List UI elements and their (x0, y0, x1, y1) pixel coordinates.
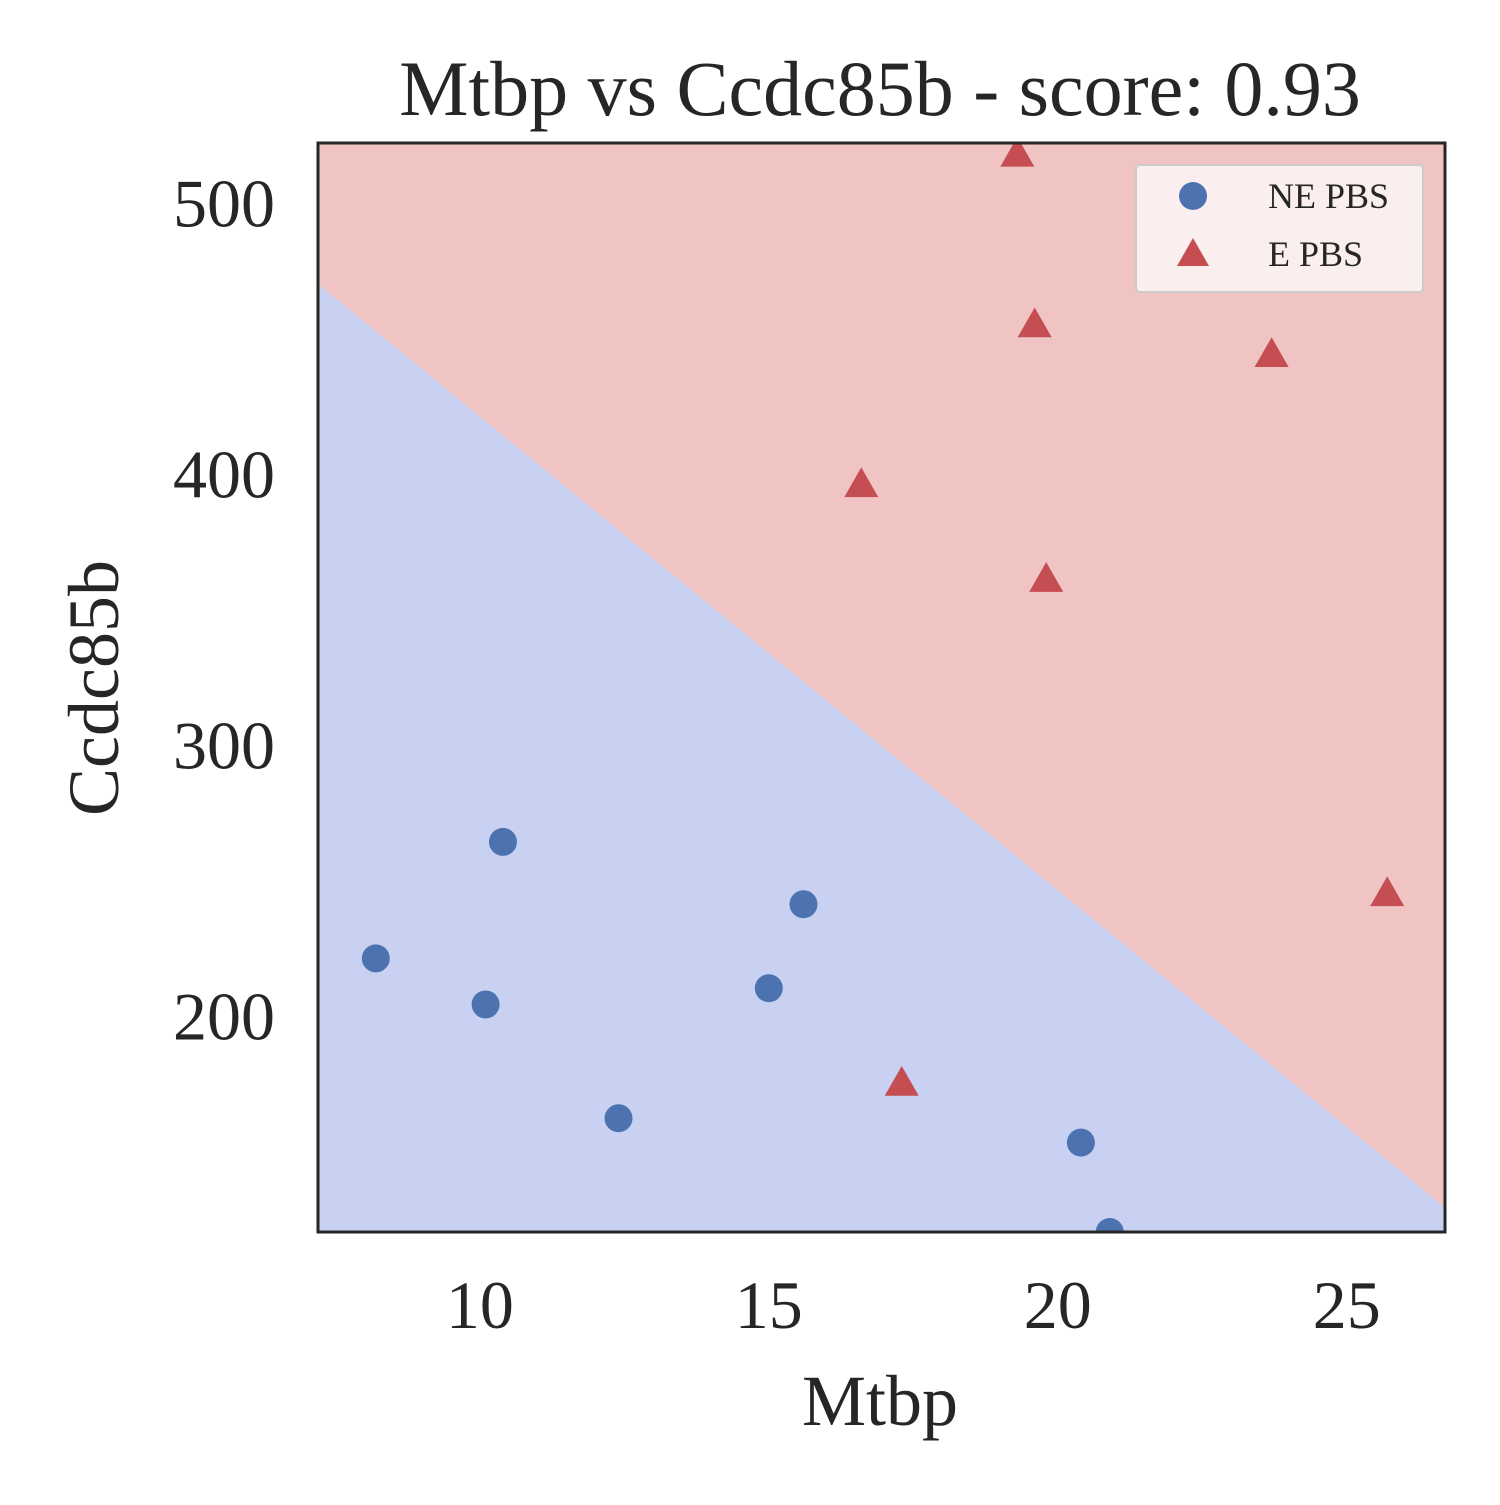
region-ne-pbs (318, 283, 1445, 1232)
series-e-pbs (844, 143, 1405, 1096)
data-point (1095, 1218, 1124, 1232)
data-point (884, 1066, 919, 1096)
y-tick-label: 300 (173, 707, 275, 783)
y-tick-label: 200 (173, 978, 275, 1054)
x-axis: 10 15 20 25 (446, 1267, 1381, 1343)
x-tick-label: 15 (735, 1267, 803, 1343)
legend-label: NE PBS (1268, 176, 1389, 216)
decision-regions (318, 143, 1445, 1232)
plot-region (316, 141, 1447, 1234)
series-ne-pbs (361, 827, 1124, 1232)
data-point (1370, 876, 1405, 907)
legend-marker-circle (1179, 182, 1207, 210)
legend-box (1135, 164, 1424, 293)
y-axis: 200 300 400 500 (173, 166, 275, 1055)
chart-title: Mtbp vs Ccdc85b - score: 0.93 (399, 45, 1361, 132)
legend-label: E PBS (1268, 234, 1363, 274)
y-tick-label: 500 (173, 166, 275, 242)
data-point (1254, 337, 1289, 368)
x-axis-label: Mtbp (802, 1361, 958, 1441)
x-tick-label: 20 (1024, 1267, 1092, 1343)
y-tick-label: 400 (173, 436, 275, 512)
data-point (789, 890, 818, 919)
data-point (361, 944, 390, 973)
x-tick-label: 25 (1313, 1267, 1381, 1343)
data-point (471, 990, 500, 1019)
data-point (488, 827, 517, 856)
legend: NE PBS E PBS (1135, 164, 1424, 293)
data-point (1066, 1128, 1095, 1157)
data-point (1000, 143, 1035, 167)
data-point (754, 974, 783, 1003)
data-point (844, 467, 879, 498)
data-point (1029, 562, 1064, 592)
legend-marker-triangle (1177, 238, 1209, 266)
data-point (604, 1104, 633, 1133)
plot-frame (316, 141, 1447, 1234)
y-axis-label: Ccdc85b (54, 560, 134, 816)
x-tick-label: 10 (446, 1267, 514, 1343)
data-point (1017, 307, 1052, 338)
data-points (361, 143, 1405, 1232)
